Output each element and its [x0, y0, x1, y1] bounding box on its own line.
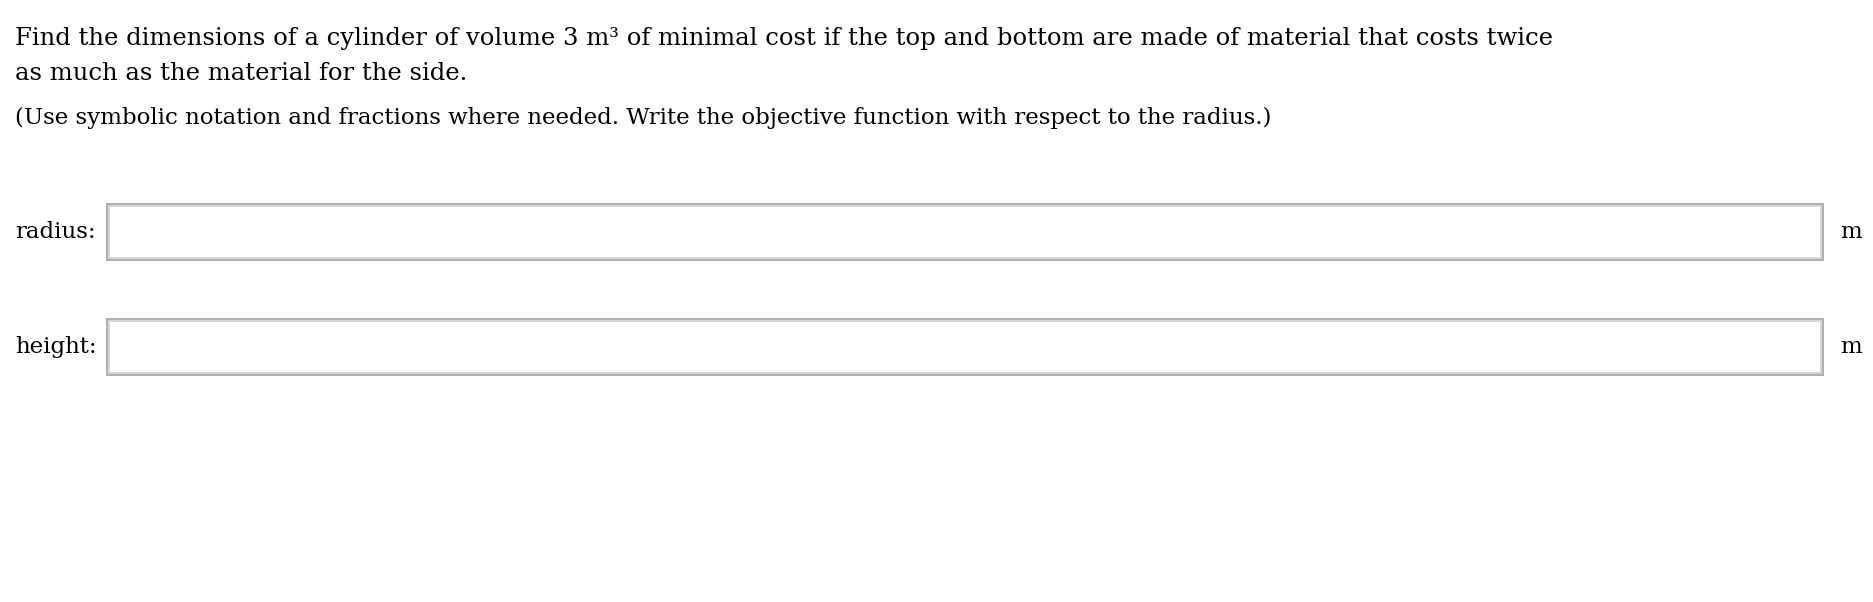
Text: as much as the material for the side.: as much as the material for the side. — [15, 62, 466, 85]
Text: m: m — [1839, 221, 1860, 243]
Bar — [107, 318, 1822, 376]
Bar — [109, 320, 1821, 374]
Bar — [107, 203, 1822, 261]
Text: radius:: radius: — [15, 221, 96, 243]
Bar — [111, 322, 1819, 372]
Text: m: m — [1839, 336, 1860, 358]
Text: Find the dimensions of a cylinder of volume 3 m³ of minimal cost if the top and : Find the dimensions of a cylinder of vol… — [15, 27, 1553, 50]
Text: height:: height: — [15, 336, 97, 358]
Text: (Use symbolic notation and fractions where needed. Write the objective function : (Use symbolic notation and fractions whe… — [15, 107, 1270, 129]
Bar — [109, 205, 1821, 259]
Bar — [111, 207, 1819, 257]
